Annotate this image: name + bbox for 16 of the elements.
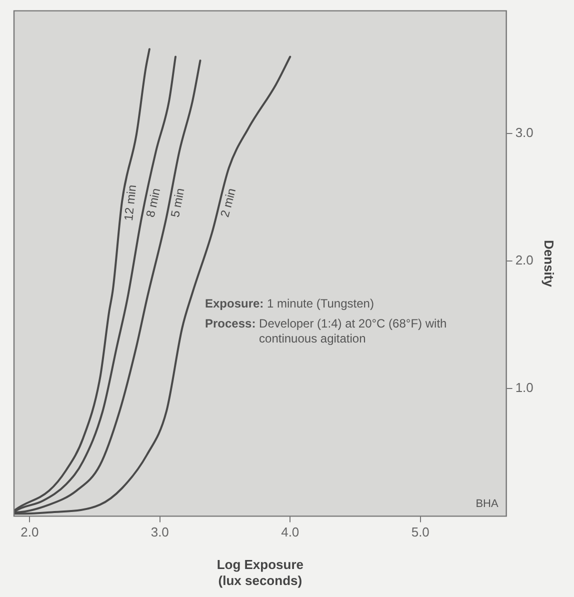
y-tick-label: 2.0 [515, 252, 534, 268]
y-tick-label: 1.0 [515, 380, 534, 396]
x-tick-label: 3.0 [150, 524, 169, 540]
x-tick-label: 2.0 [20, 524, 39, 540]
x-axis-title: Log Exposure (lux seconds) [216, 557, 304, 588]
y-axis-title: Density [542, 240, 557, 288]
annotation: Process: Developer (1:4) at 20°C (68°F) with continuous agitation [205, 316, 447, 346]
annotation: Exposure: 1 minute (Tungsten) [205, 296, 374, 310]
annotation: BHA [476, 498, 499, 510]
text: 2 min [218, 186, 239, 219]
x-tick-label: 4.0 [281, 524, 300, 540]
text: 12 min [121, 184, 140, 222]
text: 8 min [143, 186, 164, 219]
y-tick-label: 3.0 [515, 124, 534, 140]
text: 5 min [168, 186, 188, 218]
x-tick-label: 5.0 [411, 524, 430, 540]
